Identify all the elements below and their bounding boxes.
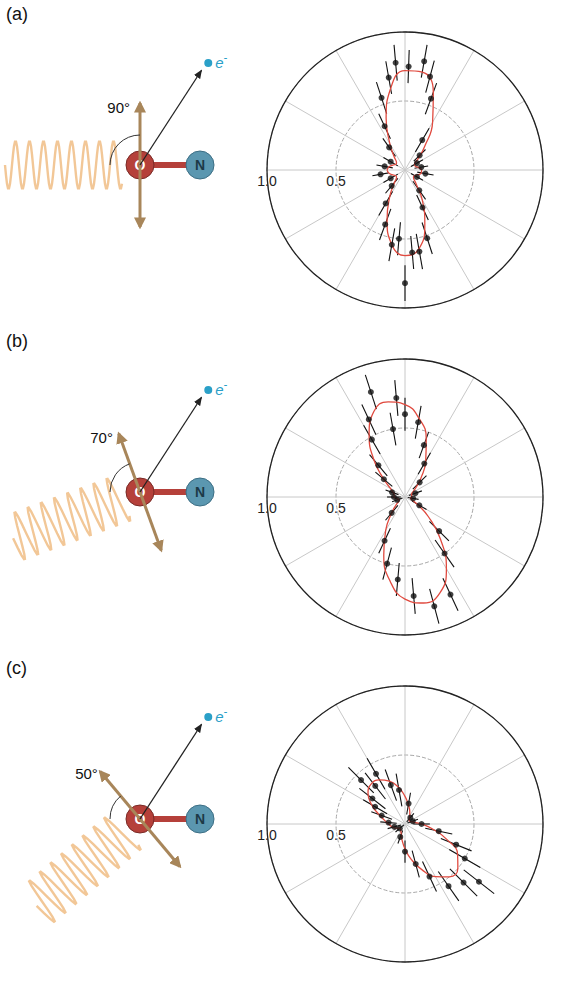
svg-text:90°: 90° — [107, 99, 130, 116]
svg-text:O: O — [135, 484, 146, 500]
svg-text:e-: e- — [215, 378, 227, 398]
svg-text:e-: e- — [215, 51, 227, 71]
svg-text:50°: 50° — [75, 765, 98, 782]
svg-text:70°: 70° — [90, 429, 113, 446]
svg-text:0.5: 0.5 — [326, 827, 346, 843]
svg-text:(c): (c) — [6, 658, 27, 678]
svg-text:O: O — [135, 157, 146, 173]
svg-text:N: N — [195, 484, 205, 500]
svg-text:e-: e- — [215, 705, 227, 725]
svg-text:O: O — [135, 811, 146, 827]
svg-text:(b): (b) — [6, 331, 28, 351]
svg-text:0.5: 0.5 — [326, 173, 346, 189]
svg-text:1.0: 1.0 — [257, 173, 277, 189]
svg-text:N: N — [195, 811, 205, 827]
svg-text:0.5: 0.5 — [326, 500, 346, 516]
svg-text:1.0: 1.0 — [257, 827, 277, 843]
svg-text:N: N — [195, 157, 205, 173]
svg-text:(a): (a) — [6, 4, 28, 24]
svg-text:1.0: 1.0 — [257, 500, 277, 516]
